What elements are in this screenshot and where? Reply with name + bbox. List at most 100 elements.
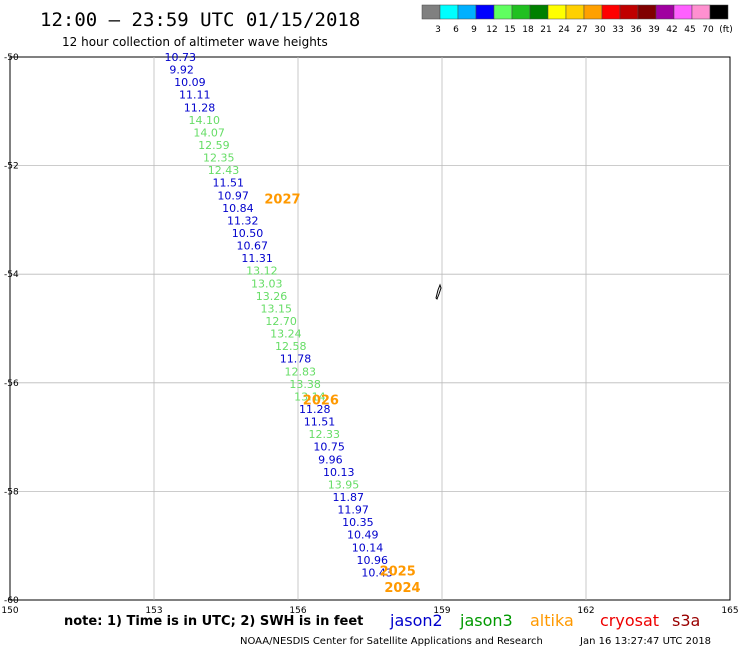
satellite-legend: jason2 jason3 altika cryosat s3a	[389, 611, 700, 630]
swh-value: 10.14	[352, 541, 384, 554]
legend-label: 18	[522, 25, 534, 35]
swh-value: 12.33	[309, 428, 341, 441]
legend-label: 15	[504, 25, 515, 35]
satellite-name: s3a	[672, 611, 700, 630]
swh-value: 11.28	[184, 101, 216, 114]
swh-value: 11.28	[299, 403, 331, 416]
swh-value: 11.51	[304, 415, 336, 428]
swh-value: 12.43	[208, 164, 240, 177]
swh-value: 12.70	[265, 315, 297, 328]
swh-value: 9.92	[169, 63, 194, 76]
plot-area: 150 153 156 159 162 165 -50 -52 -54 -56 -58 -60 10.…	[1, 51, 738, 616]
swh-value: 13.26	[256, 290, 288, 303]
legend-swatch	[565, 4, 585, 20]
swh-value: 9.96	[318, 453, 343, 466]
swh-value: 10.50	[232, 227, 264, 240]
swh-value: 13.38	[289, 378, 321, 391]
swh-value: 10.75	[313, 440, 345, 453]
swh-value: 10.96	[357, 554, 389, 567]
swh-value: 10.49	[347, 528, 379, 541]
legend-label: 3	[435, 25, 441, 35]
swh-value: 11.51	[213, 176, 245, 189]
data-labels: 10.739.9210.0911.1111.2814.1014.0712.591…	[165, 51, 393, 579]
y-tick-label: -56	[4, 379, 19, 389]
x-tick-label: 162	[577, 606, 594, 616]
legend-swatch	[511, 4, 531, 20]
legend-swatch	[529, 4, 549, 20]
swh-value: 11.87	[333, 491, 365, 504]
swh-value: 14.07	[193, 126, 225, 139]
legend-swatch	[637, 4, 657, 20]
swh-value: 11.11	[179, 88, 211, 101]
legend-swatch	[547, 4, 567, 20]
swh-value: 10.84	[222, 202, 254, 215]
swh-value: 11.78	[280, 352, 312, 365]
swh-value: 11.31	[241, 252, 272, 265]
swh-value: 14.10	[189, 114, 221, 127]
footer-note: note: 1) Time is in UTC; 2) SWH is in fe…	[64, 614, 363, 629]
swh-value: 13.24	[270, 327, 302, 340]
swh-value: 13.12	[246, 264, 278, 277]
island-outline	[435, 283, 442, 300]
pass-time-label: 2024	[384, 581, 420, 596]
x-tick-label: 165	[721, 606, 738, 616]
satellite-name: altika	[530, 611, 574, 630]
swh-value: 10.09	[174, 76, 206, 89]
legend-swatch	[421, 4, 441, 20]
swh-value: 11.97	[337, 503, 369, 516]
legend-label: 9	[471, 25, 477, 35]
legend-swatch	[493, 4, 513, 20]
legend-label: 36	[630, 25, 642, 35]
pass-time-label: 2026	[303, 394, 339, 409]
swh-value: 10.73	[165, 51, 197, 64]
legend-label: 12	[486, 25, 497, 35]
swh-value: 10.67	[237, 239, 269, 252]
legend-label: 45	[684, 25, 695, 35]
swh-value: 12.83	[285, 365, 317, 378]
swh-value: 11.32	[227, 214, 259, 227]
legend-label: 70	[702, 25, 714, 35]
color-scale-legend: 3 6 9 12 15 18 21 24 27 30 33 36 39 42 45 70 (ft)	[421, 4, 733, 35]
y-tick-label: -54	[4, 270, 19, 280]
swh-value: 10.97	[217, 189, 249, 202]
legend-label: 30	[594, 25, 606, 35]
pass-time-label: 2025	[380, 565, 416, 580]
x-tick-label: 156	[289, 606, 306, 616]
swh-value: 10.13	[323, 466, 355, 479]
satellite-name: jason2	[389, 611, 443, 630]
legend-swatch	[709, 4, 729, 20]
swh-value: 10.35	[342, 516, 374, 529]
legend-swatch	[457, 4, 477, 20]
legend-swatch	[583, 4, 603, 20]
swh-value: 13.95	[328, 478, 360, 491]
chart-subtitle: 12 hour collection of altimeter wave hei…	[62, 35, 328, 49]
footer-timestamp: Jan 16 13:27:47 UTC 2018	[579, 636, 711, 647]
grid-lines	[10, 57, 730, 600]
swh-value: 12.35	[203, 151, 235, 164]
legend-swatch	[655, 4, 675, 20]
plot-frame	[9, 56, 731, 601]
legend-label: 33	[612, 25, 623, 35]
legend-swatch	[619, 4, 639, 20]
legend-label: 27	[576, 25, 587, 35]
y-tick-label: -58	[4, 487, 19, 497]
legend-swatch	[601, 4, 621, 20]
legend-label: (ft)	[719, 25, 733, 35]
legend-swatch	[673, 4, 693, 20]
swh-value: 13.14	[294, 390, 326, 403]
legend-label: 21	[540, 25, 551, 35]
y-tick-label: -60	[4, 596, 19, 606]
legend-label: 24	[558, 25, 570, 35]
x-tick-label: 150	[1, 606, 18, 616]
legend-swatch	[475, 4, 495, 20]
y-tick-label: -52	[4, 162, 19, 172]
x-tick-label: 153	[145, 606, 162, 616]
footer-credit: NOAA/NESDIS Center for Satellite Applica…	[240, 636, 543, 647]
legend-swatch	[691, 4, 711, 20]
x-tick-label: 159	[433, 606, 450, 616]
axis-tick-labels: 150 153 156 159 162 165 -50 -52 -54 -56 -58 -60	[1, 53, 738, 616]
swh-value: 13.03	[251, 277, 283, 290]
y-tick-label: -50	[4, 53, 19, 63]
legend-label: 39	[648, 25, 660, 35]
satellite-name: cryosat	[600, 611, 659, 630]
